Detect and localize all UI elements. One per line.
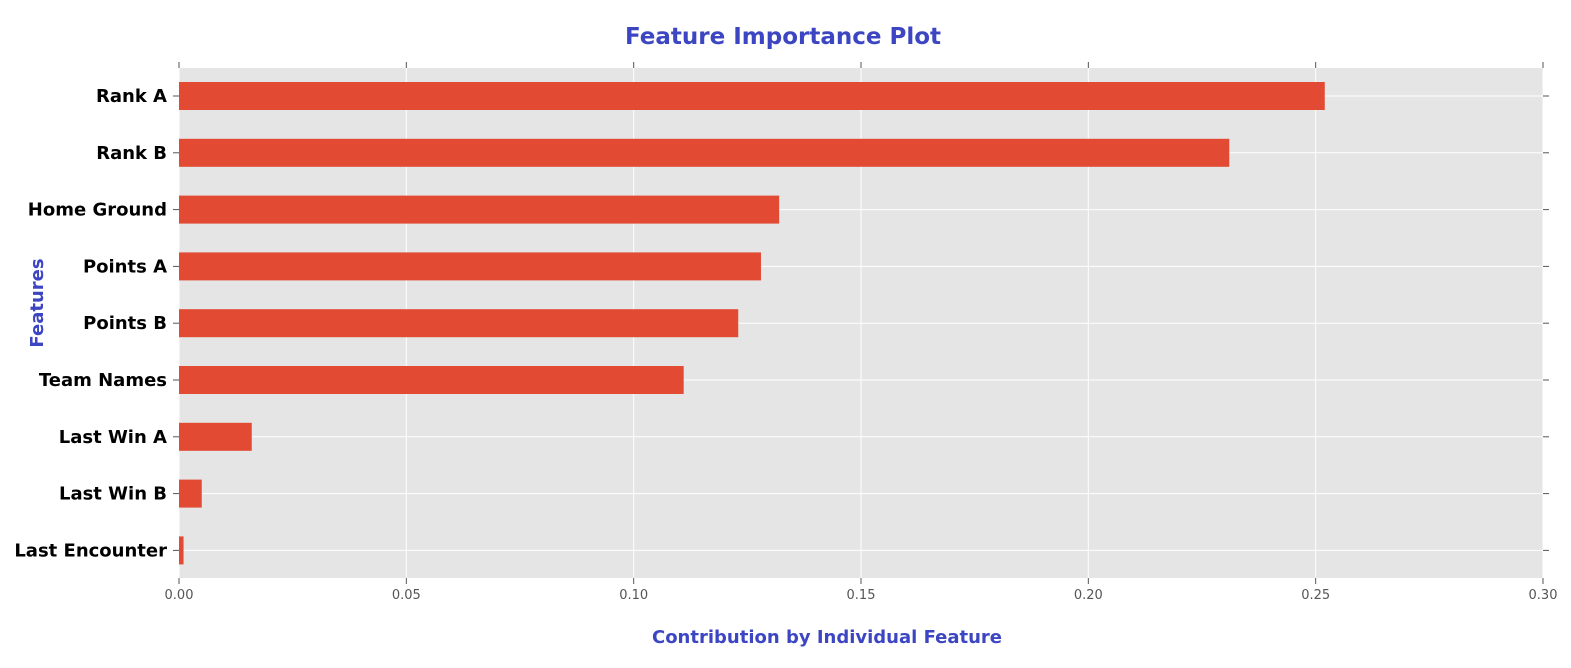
x-tick-label: 0.30 [1529,588,1558,603]
category-label: Rank B [96,143,167,164]
category-label: Team Names [39,370,167,391]
bar [179,138,1230,167]
chart-title: Feature Importance Plot [625,24,941,50]
category-label: Points A [83,256,167,277]
x-tick-labels: 0.00 0.05 0.10 0.15 0.20 0.25 0.30 [165,588,1558,603]
x-tick-label: 0.00 [165,588,194,603]
bar [179,366,684,394]
category-label: Points B [83,313,167,334]
bars [179,82,1325,565]
x-axis-title: Contribution by Individual Feature [652,627,1002,648]
category-label: Last Encounter [14,540,167,561]
bar [179,536,184,565]
bar [179,195,780,224]
x-tick-label: 0.05 [392,588,421,603]
axis-ticks [173,62,1549,584]
bar [179,82,1325,110]
category-label: Rank A [96,86,167,107]
x-tick-label: 0.10 [619,588,648,603]
category-label: Last Win A [59,427,167,448]
category-label: Home Ground [28,200,167,221]
category-label: Last Win B [59,484,167,505]
category-labels: Rank A Rank B Home Ground Points A Points B T… [14,86,167,561]
bar [179,252,761,281]
x-tick-label: 0.20 [1074,588,1103,603]
y-axis-title: Features [27,258,48,347]
bar [179,479,202,508]
x-tick-label: 0.25 [1301,588,1330,603]
bar [179,422,252,451]
bar [179,309,739,338]
x-tick-label: 0.15 [847,588,876,603]
